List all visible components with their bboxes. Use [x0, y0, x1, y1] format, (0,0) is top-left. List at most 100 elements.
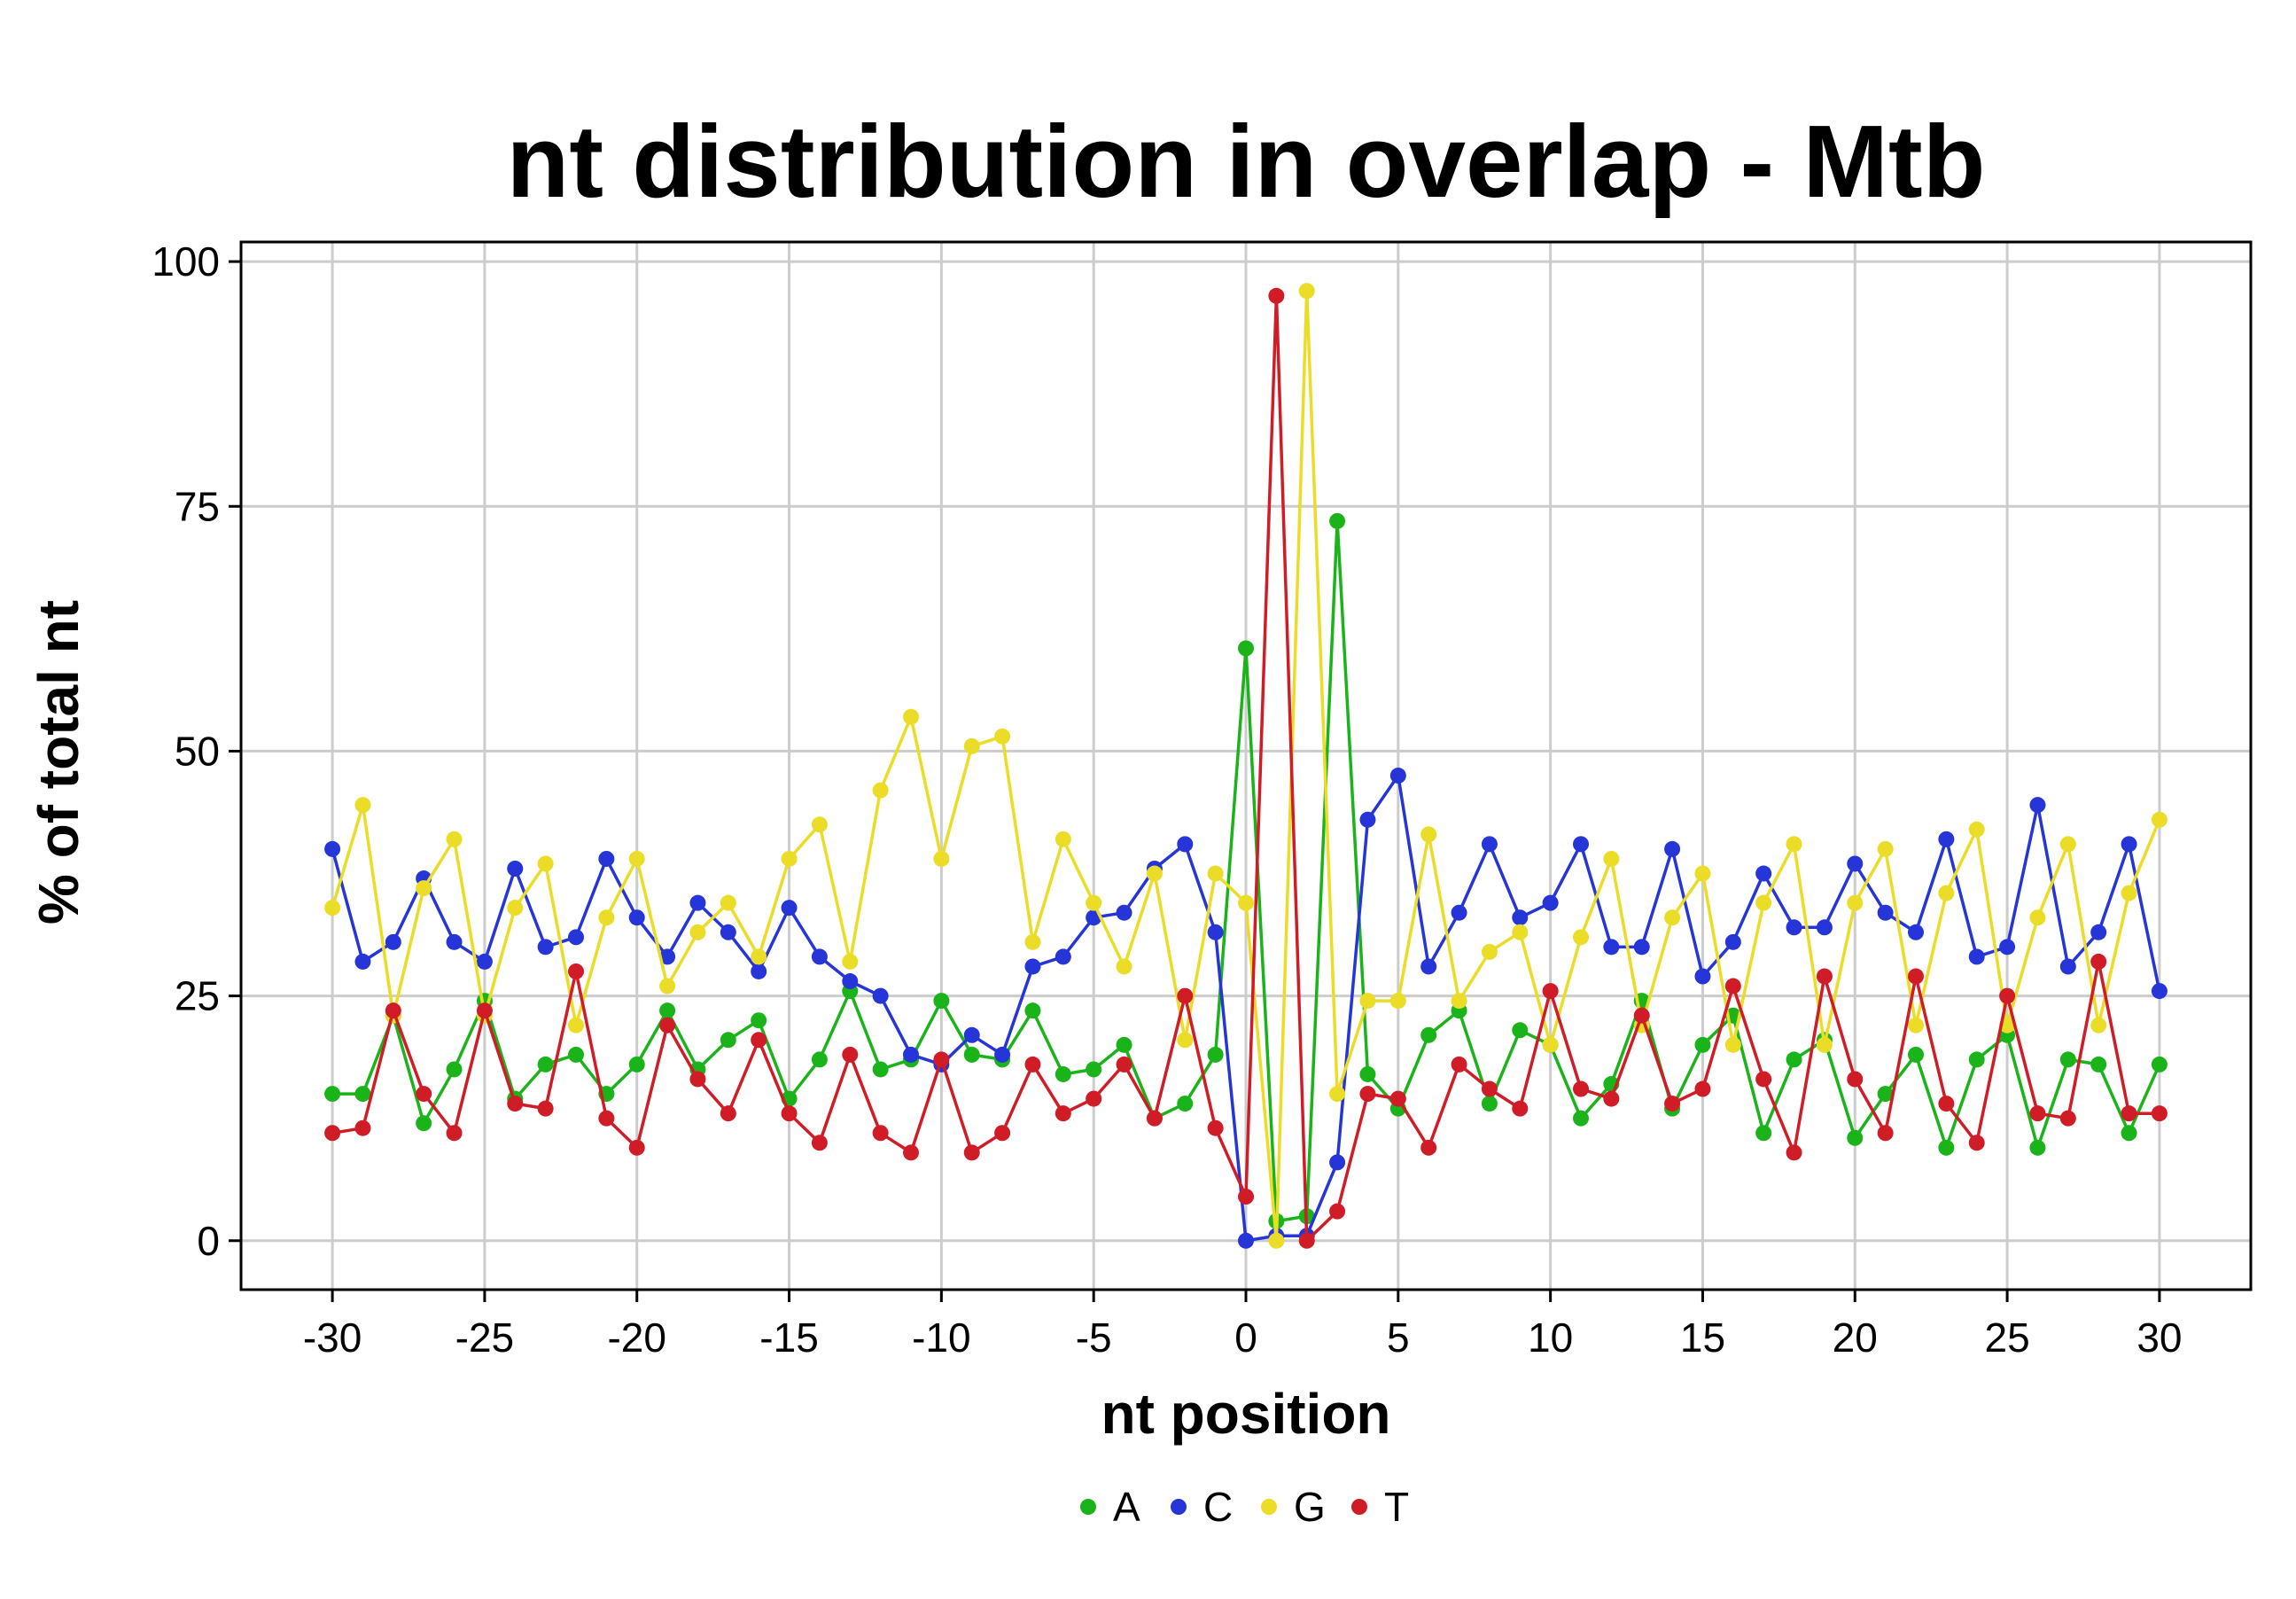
data-point	[1177, 1032, 1194, 1049]
data-point	[2059, 1110, 2076, 1127]
data-point	[598, 850, 615, 867]
data-point	[1055, 948, 1071, 965]
data-point	[1389, 993, 1406, 1010]
data-point	[963, 1026, 980, 1043]
data-point	[354, 1119, 371, 1136]
legend-label: T	[1384, 1484, 1409, 1530]
y-tick-label: 0	[197, 1218, 220, 1264]
data-point	[598, 1110, 615, 1127]
data-point	[1116, 1056, 1132, 1072]
data-point	[1024, 1056, 1041, 1072]
data-point	[659, 978, 676, 994]
data-point	[994, 728, 1011, 745]
data-point	[446, 1125, 463, 1142]
data-point	[416, 880, 432, 897]
data-point	[1512, 924, 1529, 940]
x-tick-label: -5	[1076, 1314, 1112, 1361]
data-point	[416, 1086, 432, 1103]
data-point	[507, 900, 524, 916]
data-point	[1938, 1096, 1955, 1112]
x-tick-label: -20	[607, 1314, 665, 1361]
data-point	[1573, 1110, 1589, 1127]
data-point	[963, 1046, 980, 1063]
data-point	[568, 1017, 584, 1034]
data-point	[1086, 1061, 1102, 1078]
data-point	[1938, 885, 1955, 901]
data-point	[903, 1046, 919, 1063]
data-point	[811, 816, 828, 833]
y-tick-label: 75	[175, 483, 220, 529]
data-point	[2151, 811, 2168, 828]
data-point	[1024, 1002, 1041, 1019]
data-point	[2059, 836, 2076, 853]
data-point	[446, 1061, 463, 1078]
data-point	[324, 840, 341, 857]
data-point	[781, 850, 798, 867]
data-point	[2090, 1017, 2107, 1034]
data-point	[751, 1032, 767, 1049]
x-tick-label: 25	[1985, 1314, 2030, 1361]
data-point	[1542, 983, 1559, 1000]
data-point	[1389, 1090, 1406, 1107]
data-point	[1999, 987, 2016, 1004]
data-point	[751, 963, 767, 979]
chart-title: nt distribution in overlap - Mtb	[507, 104, 1986, 219]
data-point	[1329, 1154, 1346, 1171]
data-point	[2151, 983, 2168, 1000]
data-point	[2121, 1125, 2137, 1142]
data-point	[1177, 987, 1194, 1004]
data-point	[1268, 1232, 1285, 1249]
data-point	[1086, 894, 1102, 911]
data-point	[1116, 958, 1132, 975]
data-point	[2151, 1105, 2168, 1122]
data-point	[903, 708, 919, 725]
data-point	[1177, 1096, 1194, 1112]
data-point	[659, 948, 676, 965]
data-point	[1238, 1232, 1254, 1249]
legend-label: G	[1294, 1484, 1326, 1530]
y-tick-label: 25	[175, 973, 220, 1019]
data-point	[1633, 939, 1650, 956]
data-point	[1512, 909, 1529, 926]
data-point	[1938, 1139, 1955, 1156]
data-point	[1024, 933, 1041, 950]
data-point	[476, 1002, 493, 1019]
data-point	[1908, 1046, 1924, 1063]
data-point	[1268, 287, 1285, 304]
data-point	[476, 953, 493, 970]
data-point	[1877, 1086, 1894, 1103]
data-point	[1724, 978, 1741, 994]
x-tick-label: 10	[1528, 1314, 1573, 1361]
x-tick-label: 30	[2136, 1314, 2182, 1361]
data-point	[811, 948, 828, 965]
data-point	[324, 1086, 341, 1103]
data-point	[872, 987, 889, 1004]
data-point	[2029, 1105, 2046, 1122]
data-point	[1603, 850, 1620, 867]
data-point	[1573, 929, 1589, 946]
data-point	[1999, 939, 2016, 956]
data-point	[2029, 909, 2046, 926]
data-point	[628, 1139, 645, 1156]
data-point	[720, 1032, 736, 1049]
data-point	[1877, 840, 1894, 857]
data-point	[1847, 855, 1864, 872]
data-point	[1207, 1046, 1224, 1063]
data-point	[933, 850, 950, 867]
data-point	[2090, 924, 2107, 940]
data-point	[324, 900, 341, 916]
data-point	[1816, 968, 1833, 985]
data-point	[628, 850, 645, 867]
data-point	[1664, 840, 1681, 857]
data-point	[1359, 811, 1376, 828]
data-point	[2151, 1056, 2168, 1072]
data-point	[1146, 865, 1163, 882]
data-point	[1329, 512, 1346, 529]
data-point	[1512, 1100, 1529, 1117]
data-point	[385, 1002, 401, 1019]
data-point	[1664, 1096, 1681, 1112]
x-tick-label: -15	[759, 1314, 818, 1361]
data-point	[1968, 948, 1985, 965]
data-point	[1451, 1056, 1467, 1072]
data-point	[1086, 1090, 1102, 1107]
